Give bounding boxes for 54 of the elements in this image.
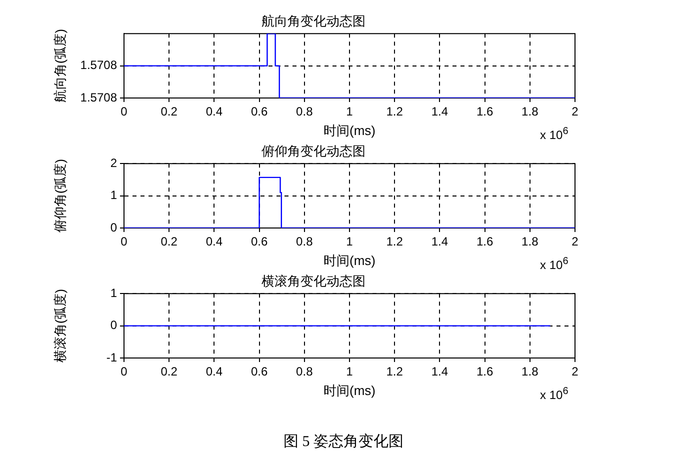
x-tick-label: 1.4 — [431, 234, 448, 249]
x-tick-label: 1.2 — [386, 234, 404, 249]
y-tick-label: 0 — [110, 220, 118, 234]
x-tick-label: 0.4 — [206, 234, 223, 249]
y-tick-label: 2 — [110, 156, 118, 170]
x-tick-label: 1 — [346, 364, 354, 379]
x-axis-title: 时间(ms) — [324, 122, 376, 138]
chart-title: 航向角变化动态图 — [262, 13, 366, 28]
x-axis-title: 时间(ms) — [324, 382, 376, 398]
x-tick-label: 2 — [572, 364, 579, 379]
x-tick-label: 0.8 — [296, 104, 314, 119]
x-tick-label: 0.2 — [160, 364, 178, 379]
x-tick-label: 1.8 — [522, 234, 539, 249]
y-tick-label: 1.5708 — [80, 58, 118, 72]
y-axis-title: 航向角(弧度) — [52, 28, 68, 103]
y-axis-title: 俯仰角(弧度) — [52, 158, 68, 233]
x-tick-label: 0 — [120, 234, 128, 249]
x-tick-label: 0.4 — [206, 364, 223, 379]
y-tick-label: -1 — [106, 350, 118, 364]
x-tick-label: 0.8 — [296, 364, 314, 379]
y-tick-label: 1 — [110, 286, 118, 300]
y-tick-label: 1.5708 — [80, 90, 118, 104]
chart-title: 俯仰角变化动态图 — [262, 143, 366, 158]
x-tick-label: 2 — [572, 234, 579, 249]
x-tick-label: 1.8 — [522, 364, 539, 379]
x-tick-label: 0 — [120, 364, 128, 379]
y-tick-label: 1 — [110, 188, 118, 202]
y-axis-title: 横滚角(弧度) — [52, 288, 68, 363]
x-axis-title: 时间(ms) — [324, 252, 376, 268]
x-tick-label: 1.4 — [431, 104, 448, 119]
chart-title: 横滚角变化动态图 — [262, 273, 366, 288]
x-tick-label: 1.6 — [476, 364, 494, 379]
x-tick-label: 0.2 — [160, 234, 178, 249]
x-tick-label: 0.6 — [250, 104, 268, 119]
x-tick-label: 1 — [346, 104, 354, 119]
x-tick-label: 0 — [120, 104, 128, 119]
x-tick-label: 1.2 — [386, 364, 404, 379]
x-tick-label: 0.6 — [250, 364, 268, 379]
x-tick-label: 0.4 — [206, 104, 223, 119]
x-tick-label: 0.2 — [160, 104, 178, 119]
x-tick-label: 1.6 — [476, 234, 494, 249]
x-tick-label: 1 — [346, 234, 354, 249]
x-tick-label: 1.8 — [522, 104, 539, 119]
x-tick-label: 1.6 — [476, 104, 494, 119]
text: x 10$^{6}$ — [540, 386, 568, 402]
x-tick-label: 0.6 — [250, 234, 268, 249]
caption: 图 5 姿态角变化图 — [282, 432, 404, 451]
x-tick-label: 1.4 — [431, 364, 448, 379]
x-tick-label: 0.8 — [296, 234, 314, 249]
y-tick-label: 0 — [110, 318, 118, 332]
text: x 10$^{6}$ — [540, 126, 568, 142]
x-tick-label: 2 — [572, 104, 579, 119]
text: x 10$^{6}$ — [540, 256, 568, 272]
x-tick-label: 1.2 — [386, 104, 404, 119]
